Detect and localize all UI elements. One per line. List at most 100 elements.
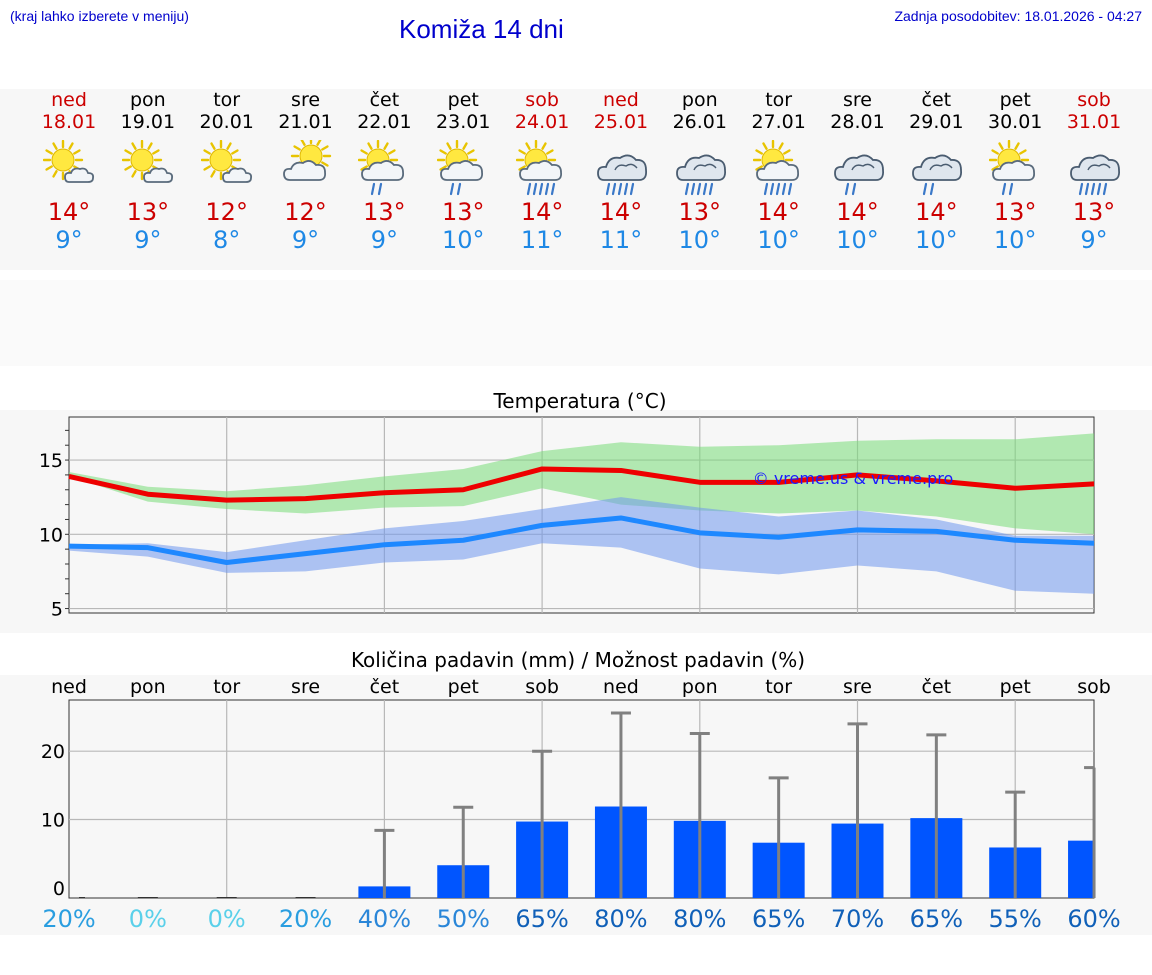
sun-heavy-rain-icon xyxy=(752,139,807,196)
temp-band-max xyxy=(69,433,1095,535)
precip-chance-label: 65% xyxy=(752,905,805,933)
temp-min: 9° xyxy=(370,226,399,254)
precip-bar xyxy=(1068,840,1094,898)
temp-max: 13° xyxy=(126,198,170,226)
temp-min: 10° xyxy=(441,226,485,254)
day-date: 31.01 xyxy=(1066,111,1122,133)
temp-min: 10° xyxy=(757,226,800,254)
precip-ytick-label: 20 xyxy=(41,741,65,763)
day-date: 27.01 xyxy=(751,111,806,133)
precip-day-label: tor xyxy=(213,676,240,698)
temp-max: 14° xyxy=(836,198,879,226)
temp-max: 12° xyxy=(205,198,248,226)
temp-chart-title: Temperatura (°C) xyxy=(492,389,666,413)
day-date: 20.01 xyxy=(199,111,254,133)
day-date: 30.01 xyxy=(987,111,1043,133)
precip-chance-label: 0% xyxy=(129,905,167,933)
temp-ytick-label: 15 xyxy=(39,450,63,472)
temp-min: 11° xyxy=(599,226,643,254)
sun-heavy-rain-icon xyxy=(515,139,570,196)
precip-day-label: pet xyxy=(448,676,479,698)
temp-ytick-label: 10 xyxy=(39,524,63,546)
day-date: 23.01 xyxy=(436,111,491,133)
temp-min: 9° xyxy=(1080,226,1108,254)
precip-day-label: čet xyxy=(370,676,400,698)
day-date: 25.01 xyxy=(593,111,649,133)
temp-max: 13° xyxy=(441,198,485,226)
cloud-rain-icon xyxy=(910,140,964,196)
page-title: Komiža 14 dni xyxy=(399,14,564,44)
day-name: sre xyxy=(843,89,872,111)
cloud-heavy-rain-icon xyxy=(674,140,728,196)
day-date: 26.01 xyxy=(672,111,727,133)
sun-rain-icon xyxy=(437,139,491,196)
precip-ytick-label: 10 xyxy=(41,809,65,831)
day-name: pon xyxy=(681,89,718,111)
day-name: pon xyxy=(129,89,166,111)
precip-chance-label: 70% xyxy=(831,905,884,933)
day-date: 19.01 xyxy=(120,111,176,133)
precip-chance-label: 60% xyxy=(1067,905,1120,933)
temp-min: 10° xyxy=(678,226,722,254)
precip-day-label: sre xyxy=(843,676,872,698)
sun-rain-icon xyxy=(358,139,412,196)
precip-day-label: tor xyxy=(765,676,792,698)
precip-chance-label: 80% xyxy=(673,905,726,933)
blank-band xyxy=(0,280,1152,366)
precip-chance-label: 65% xyxy=(910,905,963,933)
precip-chance-label: 20% xyxy=(42,905,95,933)
precip-day-label: čet xyxy=(922,676,952,698)
cloud-rain-icon xyxy=(832,140,886,196)
precipitation-chart: Količina padavin (mm) / Možnost padavin … xyxy=(41,648,1121,933)
temp-min: 11° xyxy=(520,226,564,254)
precip-day-label: sre xyxy=(291,676,320,698)
day-name: ned xyxy=(603,89,639,111)
sun-cloud-icon xyxy=(200,139,255,196)
precip-ytick-label: 0 xyxy=(53,878,65,900)
precip-day-label: sob xyxy=(525,676,559,698)
temp-line-min xyxy=(68,515,1095,566)
precip-chance-label: 50% xyxy=(437,905,490,933)
cloud-heavy-rain-icon xyxy=(595,140,649,196)
day-name: pet xyxy=(999,89,1031,111)
temp-min: 10° xyxy=(915,226,958,254)
day-date: 22.01 xyxy=(357,111,412,133)
day-name: tor xyxy=(213,89,241,111)
sun-cloud-icon xyxy=(121,139,176,196)
precip-chance-label: 65% xyxy=(515,905,568,933)
temp-min: 9° xyxy=(134,226,162,254)
precip-chance-label: 80% xyxy=(594,905,647,933)
sun-cloud-icon xyxy=(42,139,97,196)
temp-max: 14° xyxy=(915,198,958,226)
temp-min: 9° xyxy=(291,226,320,254)
temp-max: 13° xyxy=(678,198,722,226)
cloud-sun-icon xyxy=(280,135,334,196)
day-date: 28.01 xyxy=(830,111,885,133)
day-date: 24.01 xyxy=(514,111,570,133)
temp-max: 13° xyxy=(993,198,1037,226)
precip-day-label: pon xyxy=(682,676,718,698)
day-date: 18.01 xyxy=(41,111,97,133)
temp-max: 14° xyxy=(757,198,800,226)
temp-line-max xyxy=(68,466,1095,503)
day-name: ned xyxy=(51,89,87,111)
watermark: © vreme.us & vreme.pro xyxy=(753,469,954,488)
temp-min: 9° xyxy=(55,226,83,254)
precip-chart-title: Količina padavin (mm) / Možnost padavin … xyxy=(351,648,805,672)
sun-rain-icon xyxy=(988,139,1043,196)
precip-chance-label: 20% xyxy=(279,905,332,933)
precip-day-label: pon xyxy=(130,676,166,698)
precip-day-label: pet xyxy=(1000,676,1031,698)
day-name: tor xyxy=(765,89,793,111)
cloud-heavy-rain-icon xyxy=(1068,140,1122,196)
precip-chance-label: 55% xyxy=(989,905,1042,933)
day-name: čet xyxy=(369,89,400,111)
day-date: 29.01 xyxy=(909,111,964,133)
day-name: sob xyxy=(525,89,559,111)
precip-day-label: ned xyxy=(51,676,87,698)
temp-max: 12° xyxy=(284,198,327,226)
temp-max: 14° xyxy=(599,198,643,226)
day-name: sre xyxy=(291,89,321,111)
last-updated: Zadnja posodobitev: 18.01.2026 - 04:27 xyxy=(894,8,1142,24)
temp-ytick-label: 5 xyxy=(51,599,63,621)
